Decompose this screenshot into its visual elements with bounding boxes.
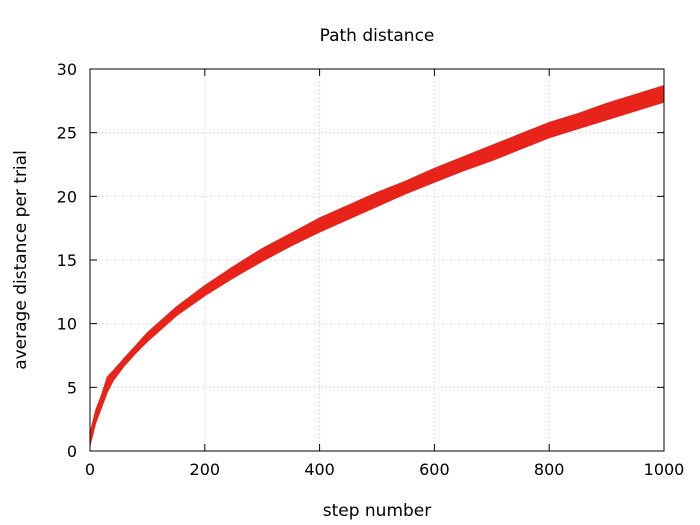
y-tick-label: 0	[67, 442, 77, 461]
y-tick-label: 10	[57, 315, 77, 334]
chart-title: Path distance	[320, 26, 435, 46]
x-tick-label: 800	[534, 460, 565, 479]
y-tick-label: 25	[57, 124, 77, 143]
y-tick-label: 30	[57, 60, 77, 79]
x-tick-label: 200	[190, 460, 221, 479]
ticks: 0 200 400 600 800 1000 0 5 10 15 20 25 30	[57, 60, 685, 479]
x-axis-label: step number	[323, 501, 432, 521]
y-tick-label: 20	[57, 187, 77, 206]
x-tick-label: 0	[85, 460, 95, 479]
y-tick-label: 5	[67, 378, 77, 397]
x-tick-label: 1000	[644, 460, 685, 479]
y-axis-label: average distance per trial	[11, 150, 31, 370]
x-tick-label: 600	[419, 460, 450, 479]
series-layer	[89, 84, 665, 447]
series-band	[89, 84, 665, 447]
y-tick-label: 15	[57, 251, 77, 270]
x-tick-label: 400	[304, 460, 335, 479]
